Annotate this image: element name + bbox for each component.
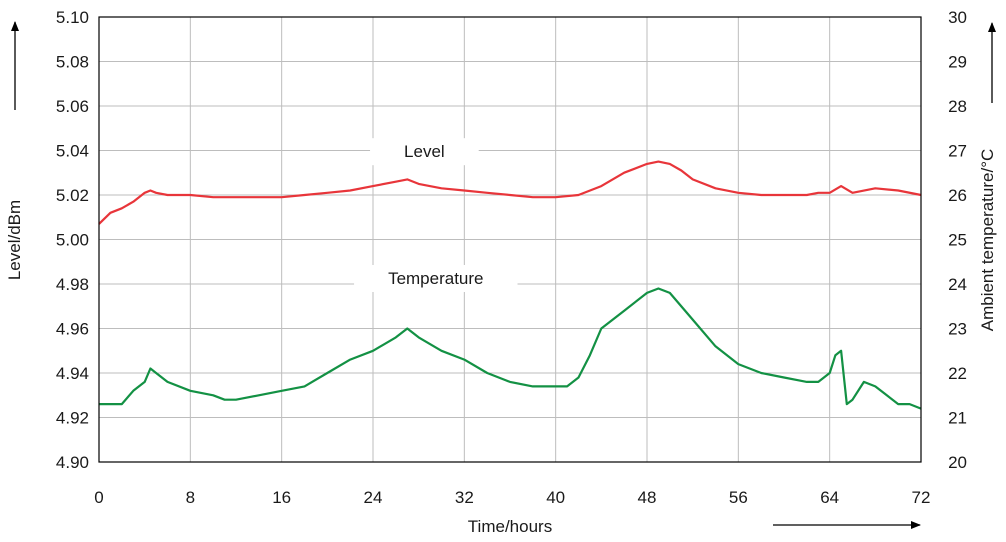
series-label-background xyxy=(370,138,479,166)
y-tick-label: 5.06 xyxy=(56,97,89,116)
series-label-background xyxy=(354,265,518,292)
y-tick-label: 5.08 xyxy=(56,53,89,72)
x-tick-label: 16 xyxy=(272,488,291,507)
grid xyxy=(99,17,921,462)
series-layer xyxy=(98,160,922,410)
series-labels: Level Temperature xyxy=(354,138,518,292)
y-tick-label: 5.10 xyxy=(56,8,89,27)
tick-labels: 0 8 16 24 32 40 48 56 64 72 4.90 4.92 4.94 4.96 4.98 5.… xyxy=(56,8,967,507)
x-tick-label: 24 xyxy=(364,488,383,507)
y-tick-label: 4.92 xyxy=(56,409,89,428)
x-tick-label: 72 xyxy=(912,488,931,507)
y2-tick-label: 28 xyxy=(948,97,967,116)
plot-frame xyxy=(98,16,922,463)
y2-axis-label: Ambient temperature/°C xyxy=(978,149,997,332)
y2-tick-label: 24 xyxy=(948,275,967,294)
y-tick-label: 4.90 xyxy=(56,453,89,472)
level-line xyxy=(98,160,922,225)
y-axis-label: Level/dBm xyxy=(5,200,24,280)
y-tick-label: 4.94 xyxy=(56,364,89,383)
x-tick-label: 40 xyxy=(546,488,565,507)
y2-tick-label: 21 xyxy=(948,409,967,428)
x-tick-label: 8 xyxy=(186,488,195,507)
y2-tick-label: 23 xyxy=(948,320,967,339)
y-tick-label: 5.04 xyxy=(56,142,89,161)
x-tick-label: 0 xyxy=(94,488,103,507)
series-label-level: Level xyxy=(404,142,445,161)
y2-tick-label: 27 xyxy=(948,142,967,161)
y2-tick-label: 22 xyxy=(948,364,967,383)
y-tick-label: 5.00 xyxy=(56,231,89,250)
y2-tick-label: 29 xyxy=(948,53,967,72)
x-tick-label: 48 xyxy=(638,488,657,507)
y-tick-label: 4.98 xyxy=(56,275,89,294)
y-tick-label: 4.96 xyxy=(56,320,89,339)
y-tick-label: 5.02 xyxy=(56,186,89,205)
temperature-line xyxy=(99,287,922,410)
x-tick-label: 64 xyxy=(820,488,839,507)
series-label-temperature: Temperature xyxy=(388,269,483,288)
y2-tick-label: 20 xyxy=(948,453,967,472)
x-tick-label: 56 xyxy=(729,488,748,507)
y2-tick-label: 26 xyxy=(948,186,967,205)
y2-tick-label: 25 xyxy=(948,231,967,250)
x-axis-label: Time/hours xyxy=(468,517,552,536)
x-tick-label: 32 xyxy=(455,488,474,507)
y2-tick-label: 30 xyxy=(948,8,967,27)
